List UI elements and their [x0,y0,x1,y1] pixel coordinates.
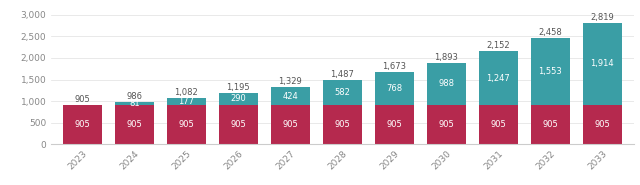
Bar [531,105,570,144]
Bar [115,102,154,105]
Bar [63,105,102,144]
Text: 905: 905 [543,120,558,129]
Text: 905: 905 [230,120,246,129]
Bar [167,105,206,144]
Text: 1,082: 1,082 [175,88,198,97]
Bar [219,93,258,105]
Text: 905: 905 [595,120,611,129]
Bar [115,105,154,144]
Text: 424: 424 [282,92,298,101]
Text: 290: 290 [230,95,246,103]
Text: 905: 905 [282,120,298,129]
Text: 1,195: 1,195 [227,83,250,92]
Text: 81: 81 [129,99,140,108]
Text: 905: 905 [438,120,454,129]
Text: 1,673: 1,673 [383,62,406,71]
Text: 905: 905 [74,120,90,129]
Bar [375,105,414,144]
Text: 1,247: 1,247 [486,74,510,83]
Bar [427,105,466,144]
Text: 986: 986 [127,92,143,101]
Text: 988: 988 [438,79,454,88]
Bar [271,105,310,144]
Bar [583,105,622,144]
Text: 905: 905 [179,120,195,129]
Text: 905: 905 [387,120,403,129]
Bar [219,105,258,144]
Bar [323,105,362,144]
Text: 768: 768 [387,84,403,93]
Bar [531,38,570,105]
Bar [375,72,414,105]
Bar [479,105,518,144]
Bar [479,51,518,105]
Text: 177: 177 [179,97,195,106]
Bar [427,63,466,105]
Text: 1,553: 1,553 [538,67,563,76]
Text: 1,487: 1,487 [330,70,355,79]
Text: 582: 582 [335,88,350,97]
Bar [323,80,362,105]
Text: 1,329: 1,329 [278,77,302,86]
Bar [271,87,310,105]
Text: 2,819: 2,819 [591,13,614,21]
Text: 905: 905 [490,120,506,129]
Text: 905: 905 [127,120,142,129]
Bar [167,98,206,105]
Text: 2,152: 2,152 [486,41,510,50]
Text: 905: 905 [74,95,90,104]
Text: 1,914: 1,914 [591,59,614,68]
Text: 905: 905 [335,120,350,129]
Text: 2,458: 2,458 [538,28,563,37]
Text: 1,893: 1,893 [435,53,458,61]
Bar [583,23,622,105]
